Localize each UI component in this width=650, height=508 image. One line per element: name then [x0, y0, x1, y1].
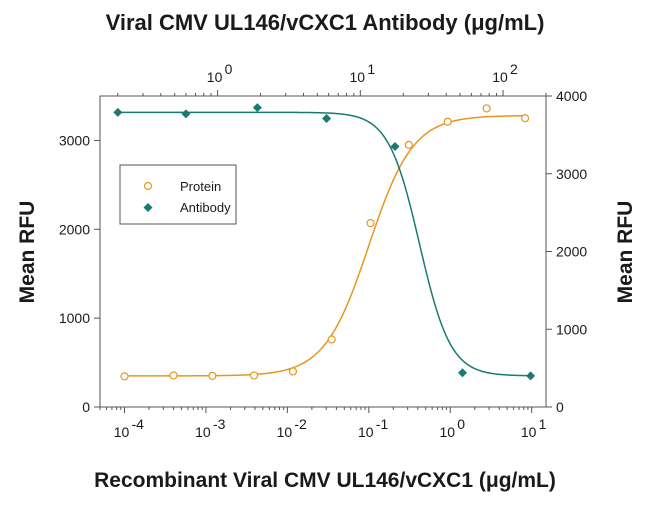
- x-bottom-tick-label: 10: [195, 424, 211, 440]
- antibody-data-point: [390, 142, 400, 152]
- y-right-tick-label: 1000: [556, 321, 587, 337]
- y-axis-label-left: Mean RFU: [16, 201, 39, 304]
- protein-data-point: [404, 140, 413, 149]
- antibody-data-point: [322, 114, 332, 124]
- y-left-tick-label: 2000: [59, 221, 90, 237]
- curves-layer: [117, 111, 531, 377]
- legend-marker-antibody: [143, 203, 153, 212]
- x-bottom-tick-label: 10: [439, 424, 455, 440]
- y-left-tick-label: 0: [82, 399, 90, 415]
- y-right-tick-label: 3000: [556, 166, 587, 182]
- antibody-data-point: [181, 109, 191, 119]
- x-bottom-tick-exponent: 1: [539, 416, 547, 432]
- legend-label-antibody: Antibody: [180, 200, 231, 215]
- x-top-tick-label: 10: [492, 69, 508, 85]
- x-bottom-tick-label: 10: [358, 424, 374, 440]
- legend-marker-protein: [143, 181, 153, 191]
- y-left-tick-label: 1000: [59, 310, 90, 326]
- x-top-tick-label: 10: [350, 69, 366, 85]
- protein-data-point: [520, 114, 530, 123]
- x-bottom-tick-label: 10: [521, 424, 537, 440]
- protein-data-point: [482, 104, 491, 113]
- protein-data-point: [208, 371, 217, 380]
- legend-label-protein: Protein: [180, 179, 221, 194]
- protein-data-point: [327, 335, 336, 344]
- antibody-data-point: [252, 103, 262, 113]
- points-layer: [113, 103, 536, 381]
- y-right-tick-label: 0: [556, 399, 564, 415]
- legend: Protein Antibody: [119, 164, 237, 225]
- antibody-data-point: [526, 371, 536, 381]
- x-top-tick-exponent: 0: [225, 61, 233, 77]
- x-bottom-tick-label: 10: [114, 424, 130, 440]
- antibody-fit-curve: [117, 111, 531, 377]
- protein-data-point: [366, 218, 375, 228]
- y-right-tick-label: 2000: [556, 244, 587, 260]
- antibody-data-point: [458, 368, 468, 378]
- protein-data-point: [288, 367, 298, 376]
- y-right-tick-label: 4000: [556, 88, 587, 104]
- antibody-data-point: [113, 107, 123, 117]
- x-bottom-tick-exponent: -2: [294, 416, 307, 432]
- protein-fit-curve: [124, 115, 526, 377]
- protein-data-point: [169, 371, 178, 380]
- y-axis-label-right: Mean RFU: [614, 201, 637, 304]
- x-bottom-tick-exponent: -1: [376, 416, 389, 432]
- x-bottom-tick-label: 10: [277, 424, 293, 440]
- x-top-tick-exponent: 2: [510, 61, 518, 77]
- x-bottom-tick-exponent: -4: [132, 416, 145, 432]
- protein-data-point: [120, 372, 129, 381]
- x-top-tick-exponent: 1: [367, 61, 375, 77]
- protein-data-point: [443, 117, 452, 126]
- x-bottom-tick-exponent: 0: [457, 416, 465, 432]
- x-axis-label: Recombinant Viral CMV UL146/vCXC1 (μg/mL…: [94, 469, 556, 492]
- legend-box: [119, 164, 237, 225]
- x-top-tick-label: 10: [207, 69, 223, 85]
- protein-data-point: [249, 371, 259, 380]
- chart-title: Viral CMV UL146/vCXC1 Antibody (μg/mL): [106, 10, 545, 35]
- plot-frame: [99, 95, 547, 408]
- y-left-tick-label: 3000: [59, 132, 90, 148]
- x-bottom-tick-exponent: -3: [213, 416, 226, 432]
